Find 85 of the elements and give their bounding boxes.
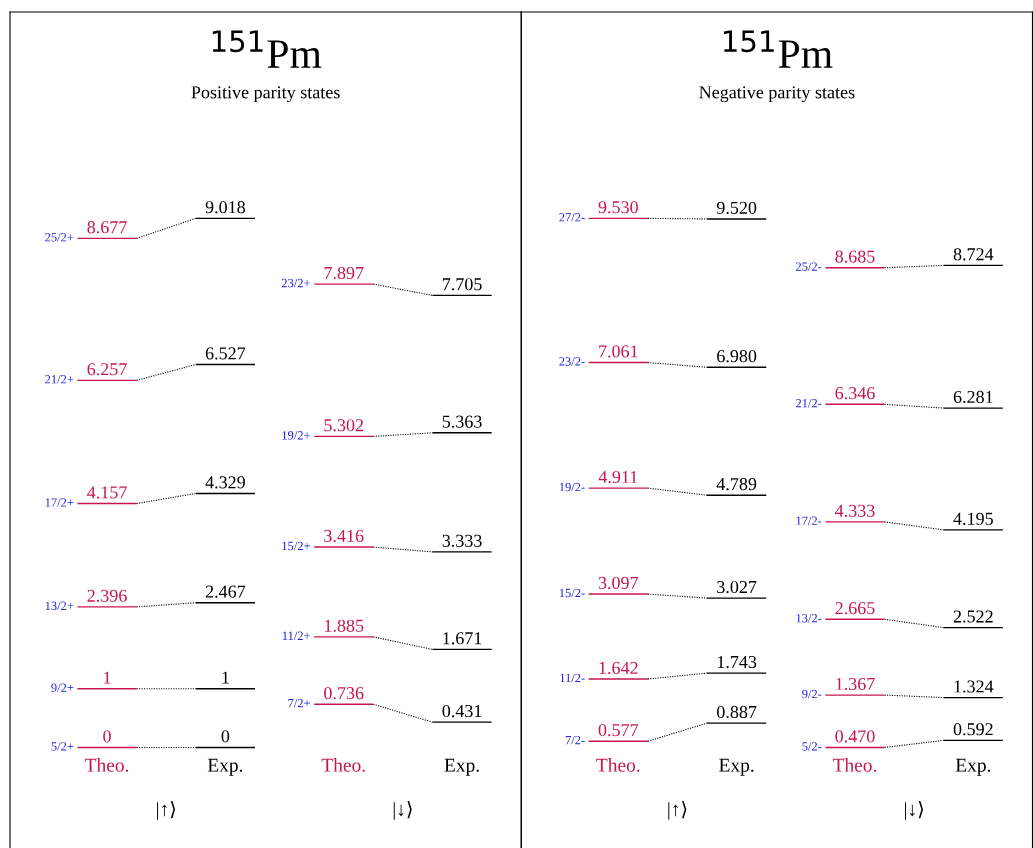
text: 19/2+ xyxy=(282,431,310,440)
data-label: 6.527 xyxy=(205,347,246,360)
text: 9/2- xyxy=(802,689,822,699)
text: Positive parity states xyxy=(191,86,340,103)
data-label: 4.329 xyxy=(205,476,245,489)
data-label: 1 xyxy=(222,671,229,684)
data-label: 6.281 xyxy=(953,390,993,404)
data-label: 3.416 xyxy=(324,529,364,543)
text: 25/2- xyxy=(796,262,822,271)
data-label: 1.743 xyxy=(717,655,757,669)
data-label: 0 xyxy=(103,730,111,743)
data-label: 1.324 xyxy=(954,680,994,693)
category-label: Exp. xyxy=(444,758,479,776)
text: Negative parity states xyxy=(699,86,855,103)
data-label: 2.467 xyxy=(205,585,246,598)
data-label: 8.724 xyxy=(953,248,994,261)
text: 15/2- xyxy=(559,588,585,598)
text: |↓⟩ xyxy=(393,800,412,820)
category-label: Exp. xyxy=(719,758,754,776)
data-label: 0.887 xyxy=(717,705,757,719)
text: 27/2- xyxy=(559,213,585,222)
data-label: 1.367 xyxy=(836,677,875,691)
text: 21/2+ xyxy=(45,375,74,384)
text: 17/2+ xyxy=(45,498,74,507)
text: 11/2- xyxy=(560,673,585,683)
data-label: 6.346 xyxy=(835,387,875,400)
data-label: 9.520 xyxy=(716,201,757,214)
text: 9/2+ xyxy=(51,683,74,692)
data-label: 4.157 xyxy=(87,486,127,499)
text: 11/2+ xyxy=(282,631,310,640)
data-label: 1.642 xyxy=(599,661,638,675)
data-label: 6.980 xyxy=(717,350,757,363)
data-label: 0.470 xyxy=(835,730,875,743)
text: 15/2+ xyxy=(282,541,310,551)
text: 5/2- xyxy=(802,742,822,751)
data-label: 9.018 xyxy=(205,201,246,214)
data-label: 0.736 xyxy=(324,687,364,700)
data-label: 2.522 xyxy=(953,610,993,623)
data-label: 3.027 xyxy=(717,580,757,594)
data-label: 4.911 xyxy=(598,470,638,484)
data-label: 9.530 xyxy=(598,201,638,214)
data-label: 7.897 xyxy=(324,266,364,280)
category-label: Theo. xyxy=(84,758,129,772)
data-label: 6.257 xyxy=(87,363,127,376)
text: 23/2+ xyxy=(281,278,310,288)
data-label: 1.885 xyxy=(325,619,364,632)
text: 13/2+ xyxy=(45,601,74,611)
data-label: 1.671 xyxy=(443,632,482,645)
text: 25/2+ xyxy=(45,233,74,242)
data-label: 7.705 xyxy=(442,278,482,291)
data-label: 0.592 xyxy=(953,723,993,736)
category-label: Theo. xyxy=(832,758,877,772)
data-label: 0.431 xyxy=(442,704,482,718)
data-label: 5.302 xyxy=(324,419,364,432)
data-label: 5.363 xyxy=(442,415,482,428)
text: |↓⟩ xyxy=(905,800,924,820)
data-label: 4.333 xyxy=(835,504,875,517)
text: $^{151}$Pm xyxy=(724,30,833,68)
data-label: 2.665 xyxy=(835,602,875,615)
data-label: 4.789 xyxy=(716,477,757,491)
data-label: 3.333 xyxy=(442,534,482,547)
data-label: 7.061 xyxy=(599,345,638,358)
text: 7/2+ xyxy=(288,699,310,708)
category-label: Theo. xyxy=(596,758,640,772)
data-label: 0 xyxy=(221,730,230,743)
text: 21/2- xyxy=(796,399,822,408)
data-label: 3.097 xyxy=(598,576,639,590)
text: 17/2- xyxy=(796,516,822,525)
category-label: Theo. xyxy=(321,758,365,772)
data-label: 0.577 xyxy=(598,723,639,737)
data-label: 8.685 xyxy=(835,250,875,263)
text: $^{151}$Pm xyxy=(212,30,322,68)
data-label: 1 xyxy=(104,671,111,684)
data-label: 4.195 xyxy=(953,512,993,525)
category-label: Exp. xyxy=(955,758,991,776)
text: 5/2+ xyxy=(51,742,74,751)
category-label: Exp. xyxy=(207,758,243,776)
text: |↑⟩ xyxy=(157,800,176,820)
text: 19/2- xyxy=(559,482,585,492)
data-label: 2.396 xyxy=(87,589,127,602)
text: 23/2- xyxy=(559,357,585,366)
data-label: 8.677 xyxy=(87,221,127,234)
text: |↑⟩ xyxy=(668,800,687,820)
text: 7/2- xyxy=(565,735,585,745)
text: 13/2- xyxy=(796,614,822,623)
